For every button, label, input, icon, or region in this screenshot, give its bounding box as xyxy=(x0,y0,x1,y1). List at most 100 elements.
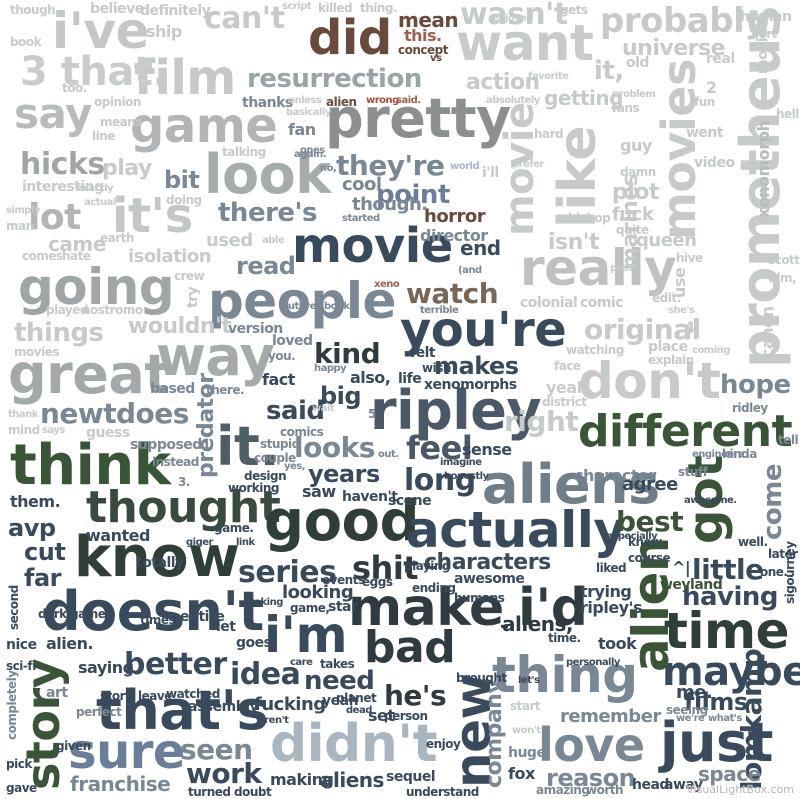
word-resurrection: resurrection xyxy=(247,64,422,94)
word-explain: explain xyxy=(648,353,694,367)
word-assembly: assembly xyxy=(188,699,259,715)
word-fun: fun xyxy=(694,95,715,109)
word-dead: dead xyxy=(346,705,372,716)
word-alien-colon: alien xyxy=(326,95,357,109)
word-took: took xyxy=(598,634,637,653)
word-also: also, xyxy=(350,368,391,387)
word-unless: unless xyxy=(288,95,322,106)
word-course: course xyxy=(628,551,671,565)
word-fans: fans xyxy=(612,101,640,115)
word-watching: watching xyxy=(566,343,624,357)
word-you-dot: you. xyxy=(268,349,296,363)
word-instead: instead xyxy=(152,455,199,469)
word-ripley: ripley xyxy=(370,379,542,442)
word-real: real xyxy=(706,51,735,67)
word-it-comma: it, xyxy=(594,56,624,86)
word-care: care xyxy=(290,657,313,668)
word-used: used xyxy=(206,230,253,251)
word-hope: hope xyxy=(720,370,791,400)
word-were: we're xyxy=(676,713,705,724)
word-again: again. xyxy=(294,149,327,160)
word-came: came xyxy=(48,232,106,256)
word-3-dot: 3. xyxy=(178,475,190,489)
word-did: did xyxy=(308,10,392,66)
word-great: great xyxy=(8,343,170,406)
word-end: end xyxy=(460,236,501,260)
word-aliens2: aliens xyxy=(320,768,384,792)
word-time-dot: time. xyxy=(548,631,581,645)
word-story-dot: story. xyxy=(100,689,136,703)
word-leave: leave xyxy=(138,689,172,703)
word-xeno: xeno xyxy=(374,279,400,290)
word-huge: huge xyxy=(508,745,546,761)
word-sure: sure xyxy=(68,724,185,780)
word-problem: problem xyxy=(612,89,656,100)
word-wait: wait xyxy=(312,403,335,414)
word-doing: doing xyxy=(166,193,202,207)
word-ship: ship xyxy=(146,22,182,41)
word-probably: probably xyxy=(600,1,766,41)
word-getting: getting xyxy=(544,86,623,110)
word-knew: knew xyxy=(628,535,662,549)
word-wont: won't xyxy=(512,725,541,736)
word-entire: entire xyxy=(180,609,225,625)
word-4: 4 xyxy=(684,318,695,337)
word-though-comma: though, xyxy=(10,3,60,17)
word-far: far xyxy=(24,564,61,592)
word-xenomorph: xenomorph xyxy=(754,120,773,218)
word-need: need xyxy=(304,666,375,696)
word-video: video xyxy=(694,155,735,171)
word-watch: watch xyxy=(406,277,499,310)
word-wrong: wrong xyxy=(366,95,399,106)
word-watched: watched xyxy=(166,687,220,701)
word-movie: movie xyxy=(292,218,453,274)
word-vs: vs xyxy=(430,53,442,64)
word-ones: ones xyxy=(300,145,325,156)
word-goes: goes xyxy=(236,635,272,651)
word-aliens-comma: aliens, xyxy=(502,612,574,636)
word-felt: felt xyxy=(410,345,436,361)
word-said: said xyxy=(266,396,325,426)
word-scott: scott xyxy=(768,253,800,267)
word-company: company xyxy=(482,679,507,788)
word-newt: newt xyxy=(40,397,117,430)
word-looks: looks xyxy=(294,431,375,464)
word-agree: agree xyxy=(622,474,678,495)
word-awesome-dot: awesome. xyxy=(684,495,737,506)
word-simply: simply xyxy=(6,205,40,216)
word-honestly: honestly xyxy=(444,471,489,482)
word-saw: saw xyxy=(302,482,336,501)
word-action: action xyxy=(466,70,540,95)
word-books: books xyxy=(324,301,356,312)
word-say: say xyxy=(14,89,92,138)
word-tell: tell xyxy=(778,433,799,447)
word-just: just xyxy=(660,711,773,774)
word-started: started xyxy=(342,213,380,224)
word-damn: damn xyxy=(620,165,656,179)
word-havent: haven't xyxy=(342,489,398,505)
word-years: years xyxy=(308,460,380,488)
word-good: good xyxy=(264,489,420,554)
word-stuff: stuff xyxy=(678,465,708,479)
word-hate: hate xyxy=(62,249,91,263)
word-going: going xyxy=(18,258,175,316)
word-characters: characters xyxy=(424,550,551,575)
word-people: people xyxy=(208,272,396,330)
word-way: way xyxy=(156,325,275,388)
word-dark: dark xyxy=(38,607,67,621)
word-lets: let's xyxy=(518,675,540,686)
word-right: right xyxy=(504,405,579,438)
word-shit: shit xyxy=(352,549,419,587)
word-work: work xyxy=(186,757,262,790)
word-space: space xyxy=(698,762,761,786)
word-liked: liked xyxy=(596,561,627,575)
word-wish: wish xyxy=(422,361,451,375)
word-character: character xyxy=(574,466,656,485)
word-working: working xyxy=(228,481,279,495)
word-exactly: exactly xyxy=(76,183,114,194)
word-humans: humans xyxy=(454,591,505,605)
word-later: later xyxy=(768,547,798,561)
word-theres: there's xyxy=(218,198,317,228)
word-eggs: eggs xyxy=(362,575,393,589)
word-post: post xyxy=(610,263,633,274)
